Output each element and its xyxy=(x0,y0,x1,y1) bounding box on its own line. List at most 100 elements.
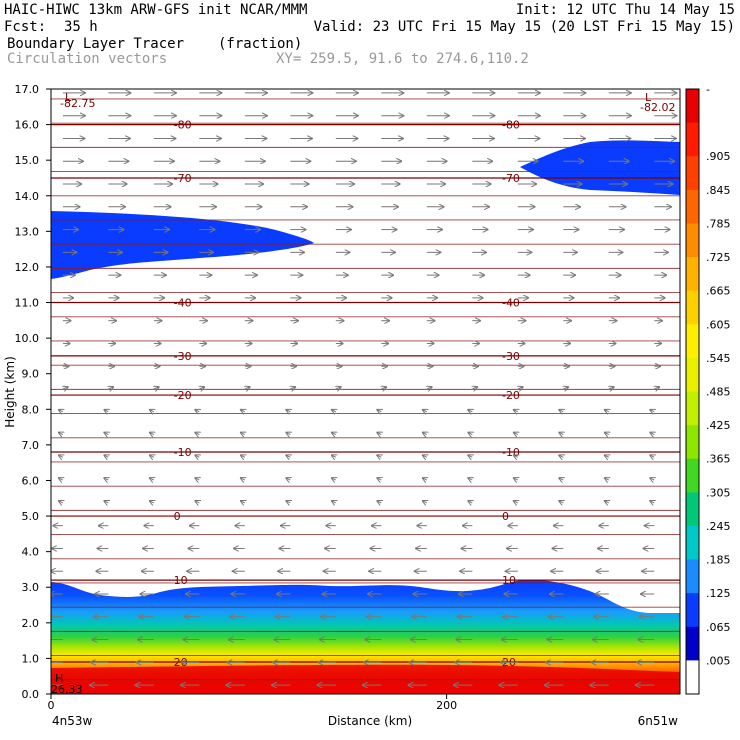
low-label-right: L xyxy=(645,91,652,104)
wind-vector xyxy=(336,387,341,389)
y-tick-label: 1.0 xyxy=(22,652,40,665)
low-label-left: L xyxy=(65,91,72,104)
colorbar-segment xyxy=(686,122,699,157)
wind-vector xyxy=(154,387,159,389)
y-tick-label: 12.0 xyxy=(15,261,40,274)
tracer-upper-right xyxy=(520,140,680,195)
wind-vector xyxy=(468,433,472,435)
colorbar-segment xyxy=(686,425,699,460)
wind-vector xyxy=(605,455,609,457)
overlay-name: Circulation vectors xyxy=(7,51,167,67)
wind-vector xyxy=(605,478,609,480)
wind-vector xyxy=(150,433,154,435)
wind-vector xyxy=(245,387,250,389)
contour-label: -20 xyxy=(502,389,520,402)
contour-label: -30 xyxy=(502,350,520,363)
colorbar-segment xyxy=(686,223,699,258)
wind-vector xyxy=(650,410,654,412)
wind-vector xyxy=(104,410,108,412)
plot-frame xyxy=(50,88,681,695)
header-fcst-label: Fcst: xyxy=(4,19,46,35)
wind-vector xyxy=(241,478,245,480)
wind-vector xyxy=(563,387,568,389)
colorbar-label: .725 xyxy=(706,251,731,264)
wind-vector xyxy=(377,433,381,435)
wind-vector xyxy=(650,455,654,457)
wind-vector xyxy=(559,478,563,480)
colorbar-segment xyxy=(686,357,699,392)
wind-vector xyxy=(332,433,336,435)
wind-vector xyxy=(150,501,154,503)
colorbar-segment xyxy=(686,391,699,426)
colorbar-segment xyxy=(686,290,699,325)
wind-vector xyxy=(150,478,154,480)
wind-vector xyxy=(59,501,63,503)
wind-vector xyxy=(332,410,336,412)
x-axis-label: Distance (km) xyxy=(328,714,412,728)
y-tick-label: 14.0 xyxy=(15,190,40,203)
colorbar-label: .245 xyxy=(706,520,731,533)
wind-vector xyxy=(104,478,108,480)
contour-label: 0 xyxy=(502,510,509,523)
wind-vector xyxy=(423,478,427,480)
header-valid: Valid: 23 UTC Fri 15 May 15 (20 LST Fri … xyxy=(314,19,735,35)
wind-vector xyxy=(559,433,563,435)
wind-vector xyxy=(514,410,518,412)
wind-vector xyxy=(514,455,518,457)
wind-vector xyxy=(559,410,563,412)
wind-vector xyxy=(195,478,199,480)
xy-range: XY= 259.5, 91.6 to 274.6,110.2 xyxy=(276,51,529,67)
wind-vector xyxy=(559,455,563,457)
colorbar-segment xyxy=(686,89,699,124)
wind-vector xyxy=(195,455,199,457)
colorbar-label: .305 xyxy=(706,486,731,499)
wind-vector xyxy=(518,387,523,389)
wind-vector xyxy=(377,410,381,412)
colorbar-label: .125 xyxy=(706,587,731,600)
wind-vector xyxy=(290,387,295,389)
wind-vector xyxy=(286,433,290,435)
contour-label: -10 xyxy=(174,446,192,459)
wind-vector xyxy=(104,501,108,503)
plot-area: -80 -80-70 -70-40 -40-30 -30-20 -20-10 -100 010… xyxy=(51,89,680,694)
contour-label: -40 xyxy=(174,297,192,310)
wind-vector xyxy=(468,455,472,457)
colorbar-label: .065 xyxy=(706,621,731,634)
wind-vector xyxy=(514,501,518,503)
wind-vector xyxy=(605,501,609,503)
wind-vector xyxy=(605,410,609,412)
y-tick-label: 10.0 xyxy=(15,332,40,345)
wind-vector xyxy=(650,501,654,503)
wind-vector xyxy=(286,478,290,480)
contour-label: 10 xyxy=(502,574,516,587)
wind-vector xyxy=(423,501,427,503)
wind-vector xyxy=(423,433,427,435)
wind-vector xyxy=(377,478,381,480)
wind-vector xyxy=(472,387,477,389)
x-axis: 0 200 xyxy=(48,694,457,712)
colorbar-segment xyxy=(686,257,699,292)
wind-vector xyxy=(654,387,659,389)
y-tick-label: 17.0 xyxy=(15,83,40,96)
low-value-right: -82.02 xyxy=(640,101,675,114)
wind-vector xyxy=(468,478,472,480)
colorbar-segment xyxy=(686,593,699,628)
wind-vector xyxy=(195,410,199,412)
colorbar-segment xyxy=(686,156,699,191)
colorbar-label: .845 xyxy=(706,184,731,197)
wind-vector xyxy=(286,501,290,503)
wind-vector xyxy=(559,501,563,503)
y-tick-label: 8.0 xyxy=(22,403,40,416)
wind-vector xyxy=(423,410,427,412)
colorbar-top-dash: - xyxy=(706,83,710,96)
contour-label: -70 xyxy=(174,172,192,185)
colorbar-label: .785 xyxy=(706,217,731,230)
wind-vector xyxy=(286,455,290,457)
colorbar-segment xyxy=(686,525,699,561)
y-tick-label: 5.0 xyxy=(22,510,40,523)
wind-vector xyxy=(59,433,63,435)
colorbar-label: .545 xyxy=(706,352,731,365)
colorbar-segment xyxy=(686,626,699,661)
wind-vector xyxy=(241,410,245,412)
